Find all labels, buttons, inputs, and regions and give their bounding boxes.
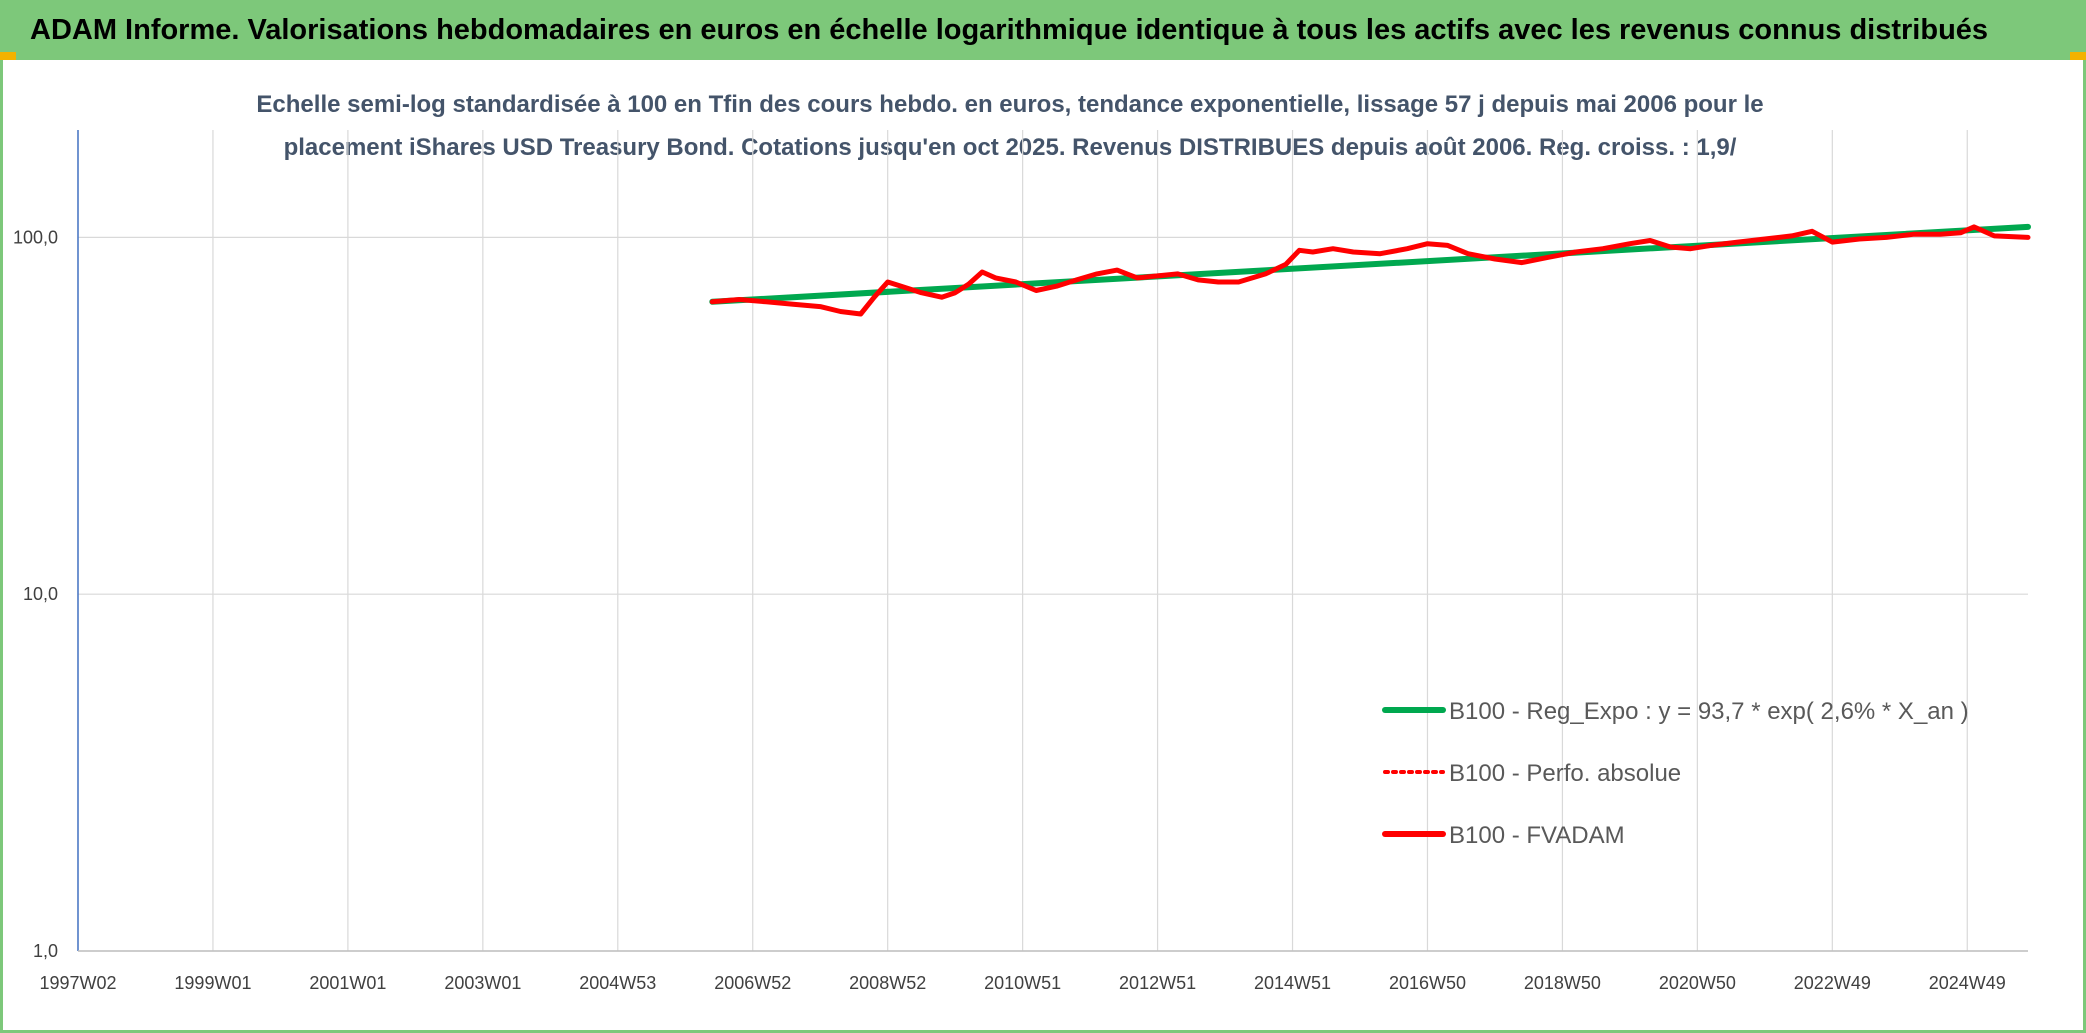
x-tick-label: 1997W02 [39, 973, 116, 993]
fvadam-line [709, 224, 2031, 317]
x-axis-ticks: 1997W02 1999W01 2001W01 2003W01 2004W53 2006W… [39, 973, 2005, 993]
regression-line [709, 223, 2031, 305]
legend-label-fvadam: B100 - FVADAM [1449, 822, 1625, 849]
x-tick-label: 2001W01 [309, 973, 386, 993]
x-tick-label: 2006W52 [714, 973, 791, 993]
corner-mark-right [2070, 52, 2086, 60]
report-banner: ADAM Informe. Valorisations hebdomadaire… [0, 0, 2086, 60]
x-tick-label: 2024W49 [1929, 973, 2006, 993]
legend-label-perfo: B100 - Perfo. absolue [1449, 760, 1681, 787]
chart-title-line-1: Echelle semi-log standardisée à 100 en T… [256, 91, 1764, 118]
x-tick-label: 2018W50 [1524, 973, 1601, 993]
x-tick-label: 2008W52 [849, 973, 926, 993]
y-tick-label: 10,0 [23, 584, 58, 604]
x-tick-label: 2004W53 [579, 973, 656, 993]
corner-mark-left [0, 52, 16, 60]
x-tick-label: 2020W50 [1659, 973, 1736, 993]
grid-lines [77, 130, 2028, 952]
banner-title: ADAM Informe. Valorisations hebdomadaire… [30, 13, 1989, 46]
x-tick-label: 2016W50 [1389, 973, 1466, 993]
legend-label-regression: B100 - Reg_Expo : y = 93,7 * exp( 2,6% *… [1449, 698, 1969, 725]
x-tick-label: 2014W51 [1254, 973, 1331, 993]
y-tick-label: 100,0 [13, 227, 58, 247]
chart-frame [0, 60, 2086, 1033]
series-lines [709, 223, 2031, 317]
legend: B100 - Reg_Expo : y = 93,7 * exp( 2,6% *… [1382, 698, 1969, 849]
x-tick-label: 2003W01 [444, 973, 521, 993]
y-axis-ticks: 1,0 10,0 100,0 [13, 227, 58, 961]
chart-title-line-2: placement iShares USD Treasury Bond. Cot… [283, 134, 1737, 161]
x-tick-label: 2022W49 [1794, 973, 1871, 993]
y-tick-label: 1,0 [33, 941, 58, 961]
x-tick-label: 2012W51 [1119, 973, 1196, 993]
x-tick-label: 1999W01 [174, 973, 251, 993]
x-tick-label: 2010W51 [984, 973, 1061, 993]
